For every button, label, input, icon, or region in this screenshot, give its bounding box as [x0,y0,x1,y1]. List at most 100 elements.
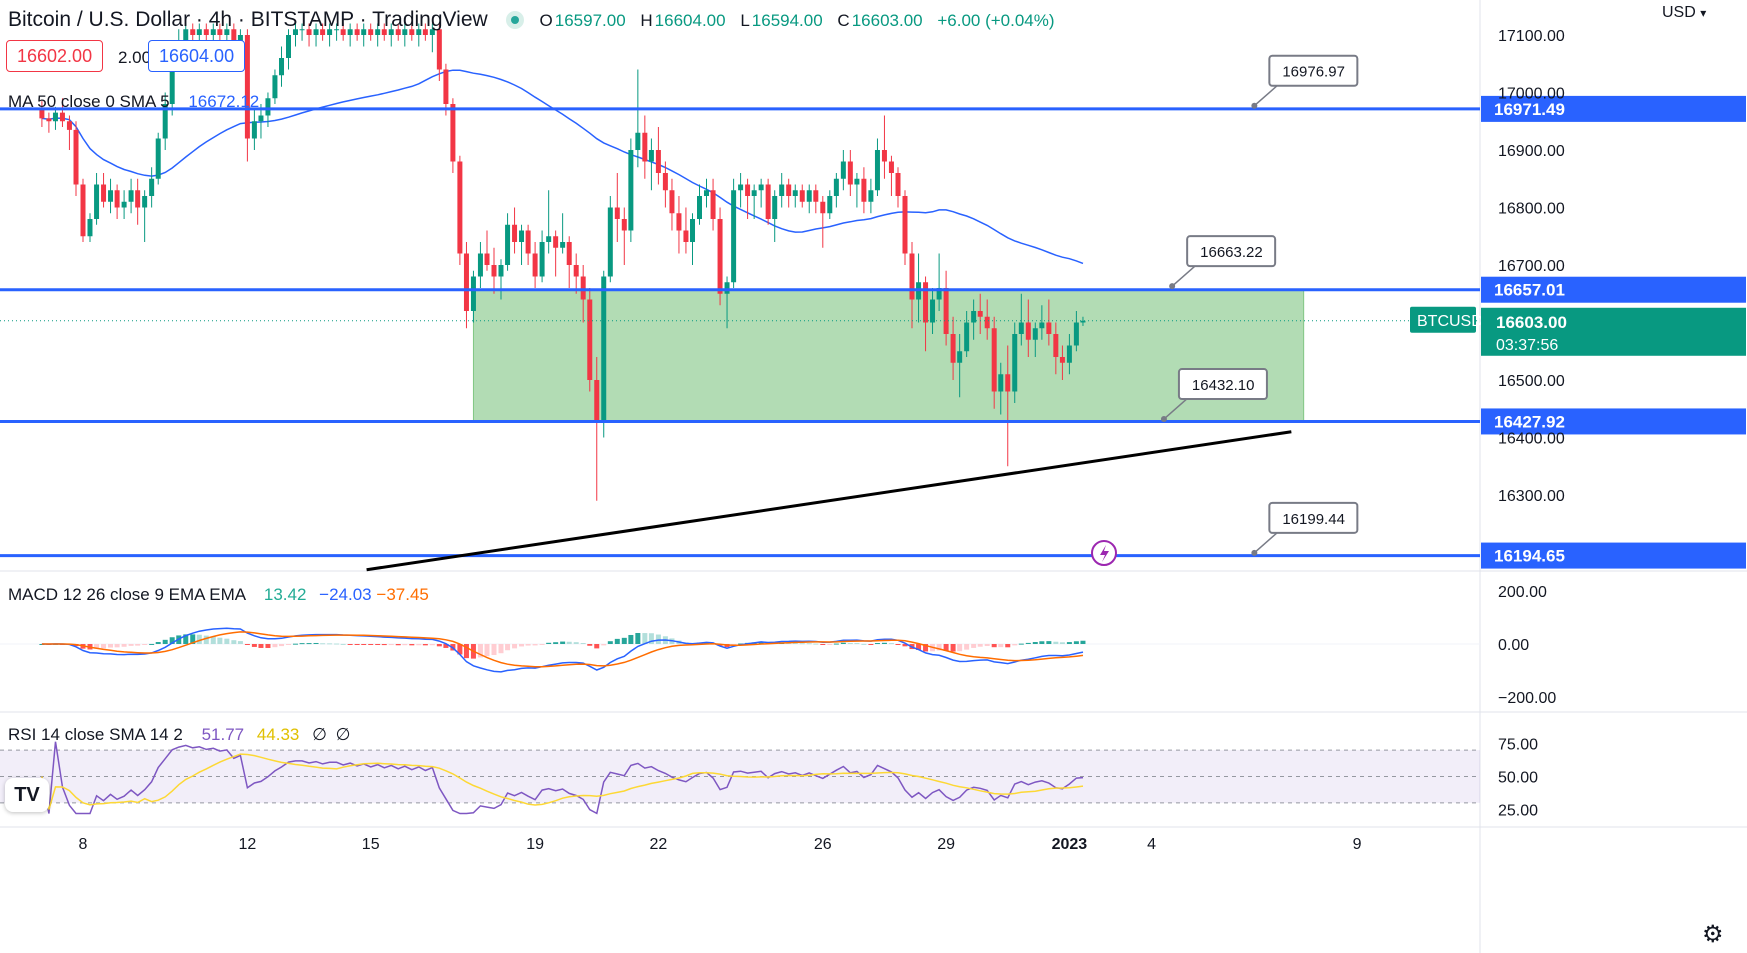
candle-body [368,29,374,35]
macd-histogram-bar [950,644,956,652]
trendline [366,430,1292,572]
price-tick-label: 16300.00 [1498,488,1565,505]
candle [381,23,387,41]
buy-price-button[interactable]: 16604.00 [148,40,246,72]
candle-body [1005,374,1011,392]
candle [655,127,661,185]
currency-selector[interactable]: USD ▾ [1662,4,1706,22]
candle-body [614,207,620,219]
candle-body [820,201,826,214]
sell-price-button[interactable]: 16602.00 [6,40,104,72]
candle [457,155,463,265]
candle [1012,322,1018,403]
candle [409,23,415,41]
current-price-tag [1481,307,1746,356]
candle-body [991,328,997,392]
candle-body [717,219,723,294]
candle-body [772,196,778,219]
candle-body [1018,322,1024,334]
candle [786,178,792,208]
macd-tick-label: 200.00 [1498,584,1547,601]
macd-histogram-bar [237,641,243,644]
candle [388,23,394,47]
candle-body [902,196,908,254]
macd-histogram-bar [443,644,449,648]
macd-histogram-bar [114,644,120,648]
macd-histogram-bar [594,644,600,649]
candle [813,184,819,214]
candle-body [66,121,72,130]
candle-body [251,121,257,139]
time-tick-label: 29 [937,836,955,853]
macd-histogram-bar [1032,642,1038,644]
candle-body [375,29,381,35]
macd-histogram-bar [1005,644,1011,648]
rsi-legend[interactable]: RSI 14 close SMA 14 2 51.77 44.33 ∅ ∅ [8,725,350,745]
candle-body [217,29,223,35]
tradingview-logo-icon[interactable]: TV [5,778,49,812]
candle [648,138,654,191]
candle-body [429,29,435,35]
candle-body [1066,345,1072,363]
macd-histogram-bar [265,644,271,648]
macd-histogram-bar [320,643,326,645]
macd-histogram-bar [642,633,648,644]
macd-histogram-bar [861,643,867,645]
high-label: H [640,11,653,30]
macd-histogram-bar [327,643,333,645]
macd-histogram-bar [580,643,586,645]
candle [505,213,511,271]
candle-body [1053,334,1059,357]
candle-body [984,316,990,329]
candle-body [792,190,798,196]
candle-body [87,219,93,237]
candle-body [258,115,264,122]
candle-body [861,178,867,202]
candle [539,230,545,283]
macd-histogram-bar [388,644,394,646]
candle [820,196,826,248]
candle-body [203,29,209,35]
ma-legend[interactable]: MA 50 close 0 SMA 5 16672.12 [8,92,259,112]
macd-histogram-bar [231,640,237,644]
candle [354,23,360,41]
candle [1025,299,1031,357]
candle-body [210,29,216,35]
candle [991,316,997,409]
candle [286,29,291,70]
macd-histogram-bar [1046,641,1052,644]
macd-legend[interactable]: MACD 12 26 close 9 EMA EMA 13.42 −24.03 … [8,585,429,605]
gear-icon[interactable]: ⚙ [1702,921,1724,948]
level-price-label: 16427.92 [1494,412,1565,431]
candle [519,224,525,265]
candle-body [463,253,469,311]
candle [1066,334,1072,375]
candle-body [607,207,613,277]
macd-histogram-bar [519,644,525,647]
rsi-tick-label: 75.00 [1498,737,1538,754]
macd-histogram-bar [128,644,134,646]
rsi-empty-2: ∅ [335,725,351,744]
candle [799,184,805,208]
candle [950,316,956,380]
time-tick-label: 15 [362,836,380,853]
candle-body [594,380,600,421]
candle-body [422,29,428,35]
candle-body [813,190,819,202]
macd-histogram-bar [286,644,291,645]
macd-histogram-bar [1018,643,1024,645]
candle-body [731,190,737,283]
candle-body [265,98,271,116]
macd-histogram-bar [299,643,305,645]
candle-body [101,184,107,202]
macd-histogram-bar [498,644,504,654]
symbol-label: BTCUSD [1417,313,1483,330]
candle [909,242,915,329]
macd-histogram-bar [553,642,559,644]
candle [1073,311,1079,352]
macd-tick-label: 0.00 [1498,637,1529,654]
macd-line-value: −24.03 [319,585,372,604]
candle [142,190,148,242]
ma-line [41,69,1084,265]
